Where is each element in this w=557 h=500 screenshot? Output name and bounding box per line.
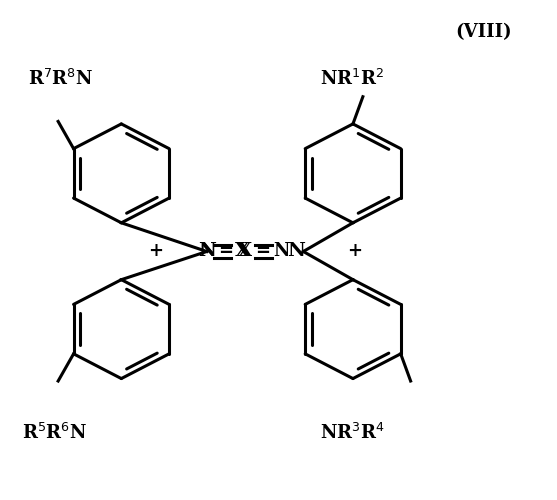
Text: N: N <box>287 242 305 260</box>
Text: R$^5$R$^6$N: R$^5$R$^6$N <box>22 423 87 443</box>
Text: +: + <box>347 242 362 260</box>
Text: R$^7$R$^8$N: R$^7$R$^8$N <box>28 70 92 89</box>
Text: NR$^1$R$^2$: NR$^1$R$^2$ <box>320 70 384 89</box>
Text: (VIII): (VIII) <box>455 24 511 42</box>
Text: N: N <box>198 242 217 260</box>
Text: X: X <box>235 242 250 260</box>
Text: N$\mathbf{=}$X$\mathbf{=}$N: N$\mathbf{=}$X$\mathbf{=}$N <box>198 242 291 260</box>
Text: NR$^3$R$^4$: NR$^3$R$^4$ <box>320 423 384 443</box>
Text: +: + <box>149 242 164 260</box>
